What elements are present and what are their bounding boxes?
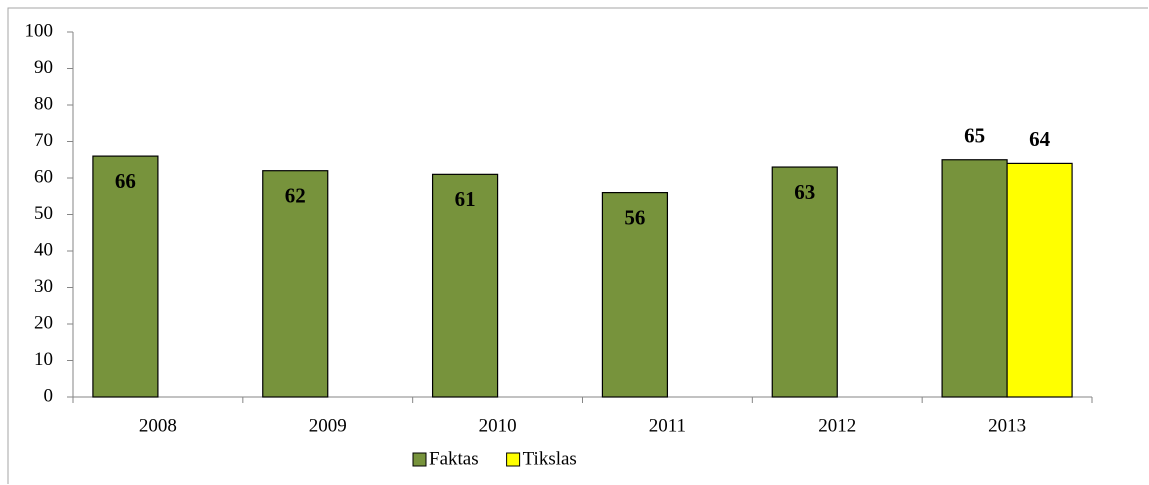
x-tick-label: 2012 <box>818 415 856 436</box>
bar <box>262 170 329 398</box>
legend-swatch <box>506 452 521 467</box>
y-tick-label: 10 <box>34 349 53 370</box>
bar <box>92 155 159 398</box>
y-tick-label: 90 <box>34 57 53 78</box>
y-tick-label: 50 <box>34 203 53 224</box>
x-tick-label: 2010 <box>479 415 517 436</box>
y-tick-label: 100 <box>25 20 54 41</box>
x-tick-label: 2008 <box>139 415 177 436</box>
value-label: 66 <box>115 169 136 193</box>
y-tick-label: 70 <box>34 130 53 151</box>
value-label: 56 <box>624 205 645 229</box>
x-tick-label: 2009 <box>309 415 347 436</box>
value-label: 65 <box>964 124 985 148</box>
bar <box>771 166 838 398</box>
x-tick-label: 2011 <box>649 415 686 436</box>
legend-label: Faktas <box>429 448 479 469</box>
value-label: 61 <box>455 187 476 211</box>
bar <box>1006 162 1073 398</box>
y-tick-label: 40 <box>34 239 53 260</box>
legend-label: Tikslas <box>523 448 577 469</box>
y-tick-label: 60 <box>34 166 53 187</box>
bar <box>431 173 499 398</box>
value-label: 63 <box>794 180 815 204</box>
value-label: 64 <box>1029 127 1051 151</box>
value-label: 62 <box>285 184 306 208</box>
y-tick-label: 80 <box>34 93 53 114</box>
y-tick-label: 0 <box>44 385 54 406</box>
bar <box>941 159 1008 398</box>
y-tick-label: 30 <box>34 276 53 297</box>
x-tick-label: 2013 <box>988 415 1026 436</box>
bar <box>601 192 669 398</box>
chart-frame <box>7 7 1148 484</box>
y-tick-label: 20 <box>34 312 53 333</box>
legend-swatch <box>412 452 427 467</box>
